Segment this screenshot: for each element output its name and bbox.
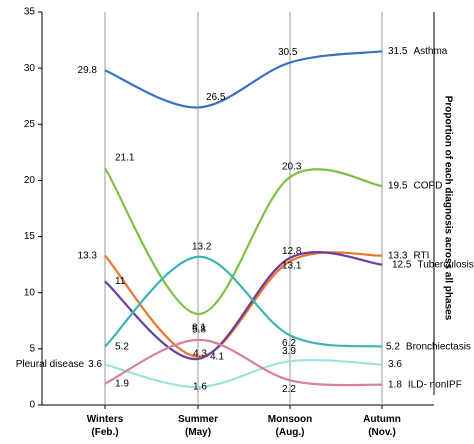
value-label: 1.6 [193,382,207,393]
series-name: Pleural disease [16,359,85,370]
series-name: COPD [413,181,442,192]
value-label: 5.8 [192,325,206,336]
series-line [104,251,383,358]
series-name: ILD- nonIPF [408,379,462,390]
value-label: 20.3 [282,162,302,173]
value-label: 2.2 [282,384,296,395]
value-label: 1.8 [388,379,402,390]
x-tick-label: Winters (Feb.) [87,414,124,438]
value-label: 13.3 [78,250,98,261]
value-label: 3.9 [282,346,296,357]
value-label: 4.3 [193,348,207,359]
series-name: Bronchiectasis [406,341,471,352]
value-label: 13.3 [388,250,408,261]
series-name: Tuberculosis [417,259,473,270]
y-tick-label: 5 [29,343,35,354]
y-tick-label: 10 [24,287,36,298]
value-label: 12.5 [392,259,412,270]
series-line [104,338,383,387]
y-tick-label: 30 [24,63,36,74]
value-label: 31.5 [388,46,408,57]
x-tick-label: Summer (May) [178,414,218,438]
value-label: 21.1 [115,153,135,164]
y-tick-label: 20 [24,175,36,186]
value-label: 5.2 [115,341,129,352]
value-label: 3.6 [88,359,102,370]
value-label: 1.9 [115,378,129,389]
series-line [104,167,383,316]
series-line [104,50,383,109]
series-name: RTI [413,250,429,261]
value-label: 26.5 [206,92,226,103]
x-tick-label: Monsoon (Aug.) [268,414,312,438]
series-line [104,358,383,389]
value-label: 6.2 [282,338,296,349]
value-label: 5.2 [386,341,400,352]
y-tick-label: 25 [24,119,36,130]
value-label: 8.1 [192,323,206,334]
x-tick-label: Autumn (Nov.) [363,414,401,438]
value-label: 19.5 [388,181,408,192]
value-label: 13.2 [192,241,212,252]
y-axis-label: Proportion of each diagnosis across all … [442,96,453,321]
series-line [104,251,383,361]
value-label: 29.8 [78,65,98,76]
series-name: Asthma [413,46,447,57]
y-tick-label: 15 [24,231,36,242]
value-label: 4.1 [210,352,224,363]
value-label: 11 [115,276,126,287]
value-label: 30.5 [278,47,298,58]
y-tick-label: 0 [29,400,35,411]
series-line [104,255,383,348]
value-label: 3.6 [388,359,402,370]
value-label: 12.8 [282,246,302,257]
value-label: 13.1 [282,261,302,272]
y-tick-label: 35 [24,7,36,18]
